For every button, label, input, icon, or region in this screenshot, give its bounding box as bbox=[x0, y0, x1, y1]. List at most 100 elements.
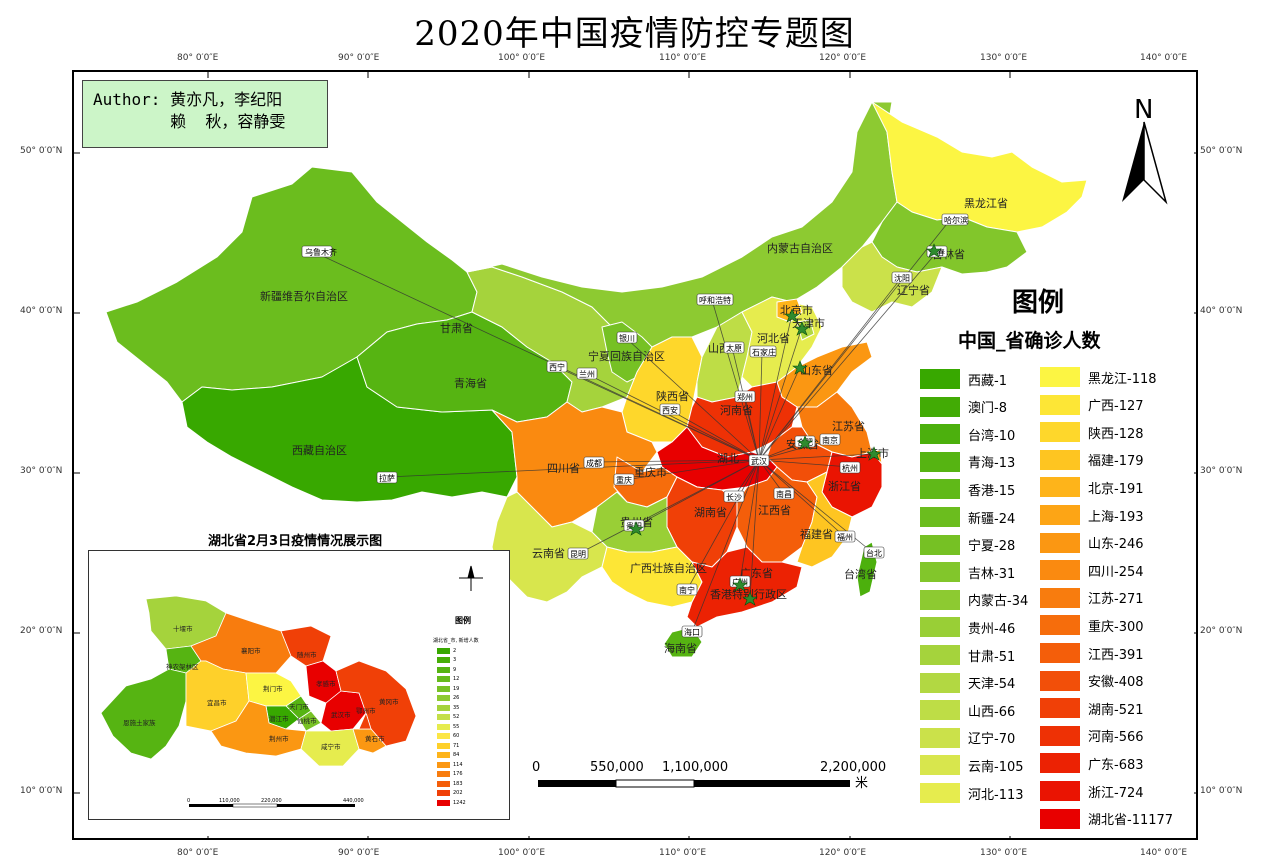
legend-label: 山西-66 bbox=[968, 704, 1016, 720]
inset-legend-item: 114 bbox=[437, 761, 463, 768]
legend-label: 江西-391 bbox=[1088, 647, 1144, 663]
label-ningxia: 宁夏回族自治区 bbox=[588, 349, 665, 363]
inset-legend-swatch bbox=[437, 752, 450, 758]
city-wulumuqi: 乌鲁木齐 bbox=[301, 245, 337, 258]
legend-label: 上海-193 bbox=[1088, 509, 1144, 525]
city-changsha: 长沙 bbox=[723, 490, 745, 503]
scale-label-2200000: 2,200,000 bbox=[820, 760, 887, 775]
inset-legend-label: 26 bbox=[453, 695, 460, 701]
legend-swatch bbox=[1040, 560, 1080, 581]
svg-text:海口: 海口 bbox=[684, 627, 700, 637]
inset-legend-label: 114 bbox=[453, 761, 463, 768]
legend-swatch bbox=[1040, 587, 1080, 608]
star-marker bbox=[926, 243, 942, 258]
legend-item: 山西-66 bbox=[920, 699, 1015, 721]
city-nanjing: 南京 bbox=[819, 433, 841, 446]
inset-legend-item: 55 bbox=[437, 723, 459, 730]
legend-label: 香港-15 bbox=[968, 483, 1016, 499]
legend-label: 青海-13 bbox=[968, 456, 1016, 472]
legend-item: 黑龙江-118 bbox=[1040, 366, 1157, 388]
city-yinchuan: 银川 bbox=[616, 331, 638, 344]
legend-label: 西藏-1 bbox=[968, 373, 1007, 389]
legend-swatch bbox=[920, 672, 960, 693]
city-xining: 西宁 bbox=[546, 360, 568, 373]
legend-label: 澳门-8 bbox=[968, 401, 1007, 417]
legend-swatch bbox=[1040, 505, 1080, 525]
legend-swatch bbox=[920, 396, 960, 417]
inset-legend-swatch bbox=[437, 780, 450, 787]
inset-label-huangshi: 黄石市 bbox=[365, 734, 385, 743]
legend-swatch bbox=[920, 645, 960, 665]
label-xinjiang: 新疆维吾尔自治区 bbox=[260, 289, 348, 303]
inset-legend-label: 2 bbox=[453, 647, 457, 654]
legend-item: 辽宁-70 bbox=[920, 727, 1015, 749]
inset-legend-label: 19 bbox=[453, 685, 460, 692]
inset-legend-label: 55 bbox=[453, 723, 460, 730]
svg-text:贵阳: 贵阳 bbox=[626, 521, 642, 531]
legend-item: 四川-254 bbox=[1040, 559, 1144, 581]
legend-swatch bbox=[920, 700, 960, 721]
legend-swatch bbox=[920, 451, 960, 472]
legend-label: 甘肃-51 bbox=[968, 649, 1016, 665]
city-fuzhou: 福州 bbox=[834, 530, 856, 543]
legend-swatch bbox=[1040, 394, 1080, 415]
legend-item: 广西-127 bbox=[1040, 394, 1144, 416]
inset-scale-bar bbox=[189, 803, 355, 808]
inset-label-tianmen: 天门市 bbox=[289, 702, 309, 711]
label-tibet: 西藏自治区 bbox=[292, 443, 347, 457]
inset-scale-0: 0 bbox=[187, 798, 190, 804]
author-box: Author: 黄亦凡，李纪阳 赖 秋，容静雯 bbox=[82, 80, 328, 148]
inset-label-yichang: 宜昌市 bbox=[207, 698, 227, 707]
scale-bar bbox=[538, 779, 850, 788]
inset-legend-item: 84 bbox=[437, 752, 459, 759]
inset-legend-item: 3 bbox=[437, 657, 456, 664]
legend-item: 宁夏-28 bbox=[920, 534, 1015, 556]
scale-label-0: 0 bbox=[532, 760, 541, 775]
label-qinghai: 青海省 bbox=[454, 376, 487, 390]
inset-legend-label: 183 bbox=[453, 780, 463, 787]
legend-title: 图例 bbox=[1012, 288, 1065, 318]
inset-scale-440000: 440,000 bbox=[343, 798, 364, 804]
legend-item: 香港-15 bbox=[920, 478, 1015, 500]
legend-item: 新疆-24 bbox=[920, 506, 1015, 528]
legend-item: 澳门-8 bbox=[920, 396, 1007, 418]
legend-item: 山东-246 bbox=[1040, 532, 1144, 554]
svg-text:昆明: 昆明 bbox=[570, 550, 586, 559]
coord-left-30: 30° 0′0″N bbox=[20, 466, 63, 476]
coord-bottom-130: 130° 0′0″E bbox=[980, 848, 1028, 858]
inset-label-enshi: 恩施土家族 bbox=[123, 718, 156, 727]
legend-swatch bbox=[1040, 643, 1080, 663]
city-taiyuan: 太原 bbox=[723, 341, 745, 354]
legend-item: 福建-179 bbox=[1040, 449, 1144, 471]
coord-top-80: 80° 0′0″E bbox=[177, 53, 219, 63]
inset-label-wuhan: 武汉市 bbox=[331, 710, 351, 719]
city-shenyang: 沈阳 bbox=[891, 271, 913, 284]
label-guangxi: 广西壮族自治区 bbox=[630, 561, 707, 575]
inset-legend-item: 60 bbox=[437, 733, 459, 740]
inset-ezhou bbox=[358, 711, 372, 730]
svg-text:哈尔滨: 哈尔滨 bbox=[944, 215, 968, 225]
inset-legend-swatch bbox=[437, 799, 450, 806]
legend-label: 四川-254 bbox=[1088, 564, 1144, 580]
scale-unit: 米 bbox=[855, 776, 869, 791]
inset-suizhou bbox=[280, 625, 332, 667]
inset-xianning bbox=[300, 728, 360, 767]
svg-text:南宁: 南宁 bbox=[679, 585, 695, 595]
inset-legend-item: 12 bbox=[437, 676, 459, 683]
legend-swatch bbox=[920, 424, 960, 445]
label-hubei: 湖北 bbox=[717, 452, 739, 465]
legend-swatch bbox=[1040, 477, 1080, 498]
legend-item: 江西-391 bbox=[1040, 642, 1144, 664]
inset-huanggang bbox=[335, 660, 417, 747]
coord-bottom-80: 80° 0′0″E bbox=[177, 848, 219, 858]
label-hongkong: 香港特别行政区 bbox=[710, 587, 787, 601]
inset-legend-item: 183 bbox=[437, 780, 463, 787]
legend-label: 河北-113 bbox=[968, 787, 1024, 803]
inset-label-ezhou: 鄂州市 bbox=[356, 706, 376, 715]
city-taibei: 台北 bbox=[863, 546, 885, 559]
city-shijiazhuang: 石家庄 bbox=[749, 345, 777, 358]
label-jiangxi: 江西省 bbox=[758, 504, 791, 517]
coord-left-40: 40° 0′0″N bbox=[20, 306, 63, 316]
legend-swatch bbox=[1040, 753, 1080, 774]
inset-legend-swatch bbox=[437, 714, 450, 720]
